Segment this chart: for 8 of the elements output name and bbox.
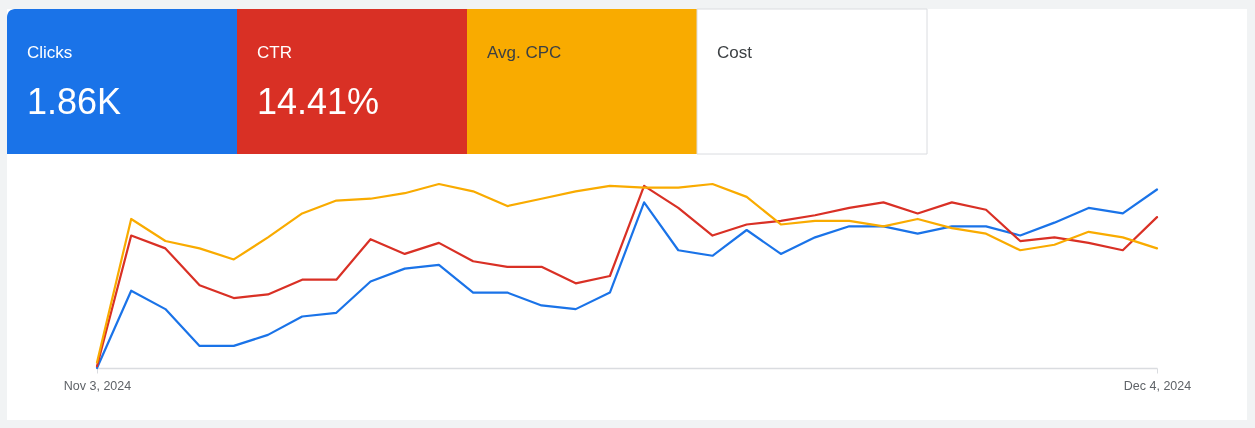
x-tick-label: Dec 4, 2024 <box>1123 378 1192 393</box>
text: Cost <box>717 43 753 62</box>
text: Avg. CPC <box>487 43 562 62</box>
text: CTR <box>257 43 292 62</box>
text: Clicks <box>27 43 73 62</box>
text: 14.41% <box>257 81 380 122</box>
x-tick-label: Nov 3, 2024 <box>63 378 132 393</box>
text: 1.86K <box>27 81 122 122</box>
